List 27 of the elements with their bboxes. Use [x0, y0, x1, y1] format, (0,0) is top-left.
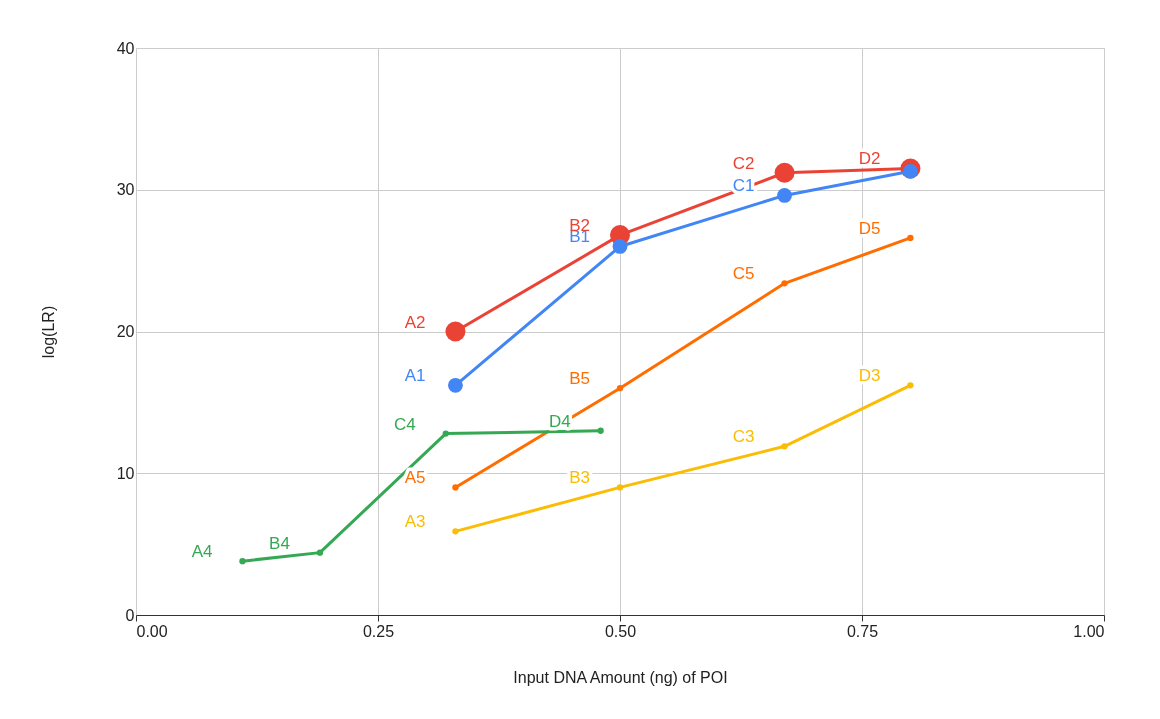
y-axis-title: log(LR) [39, 305, 57, 359]
y-tick-label: 20 [116, 323, 135, 340]
annotation: D3 [858, 366, 881, 386]
annotation: A4 [191, 542, 213, 562]
x-tick-label: 1.00 [1073, 622, 1105, 640]
annotation: C4 [394, 414, 416, 434]
y-tick-label: 0 [125, 606, 135, 624]
annotation: D5 [858, 218, 881, 238]
x-tick-label: 0.50 [604, 622, 637, 640]
x-axis-title: Input DNA Amount (ng) of POI [513, 668, 728, 686]
annotation: B5 [569, 369, 590, 389]
y-tick-label: 10 [116, 464, 135, 482]
x-tick-label: 0.25 [362, 622, 395, 640]
annotation: A3 [404, 512, 426, 532]
annotation: D2 [858, 149, 881, 169]
x-tick-label: 0.75 [846, 622, 879, 640]
annotation: B4 [269, 533, 290, 553]
x-tick-label: 0.00 [136, 622, 168, 640]
annotation: B3 [569, 468, 590, 488]
annotation: C2 [732, 153, 755, 173]
annotation: A1 [404, 366, 426, 386]
annotation: A5 [404, 468, 426, 488]
y-tick-label: 30 [116, 181, 135, 199]
annotation: C3 [732, 427, 755, 447]
annotation: C5 [732, 264, 755, 284]
annotation: A2 [404, 312, 426, 332]
y-tick-label: 40 [116, 39, 135, 57]
